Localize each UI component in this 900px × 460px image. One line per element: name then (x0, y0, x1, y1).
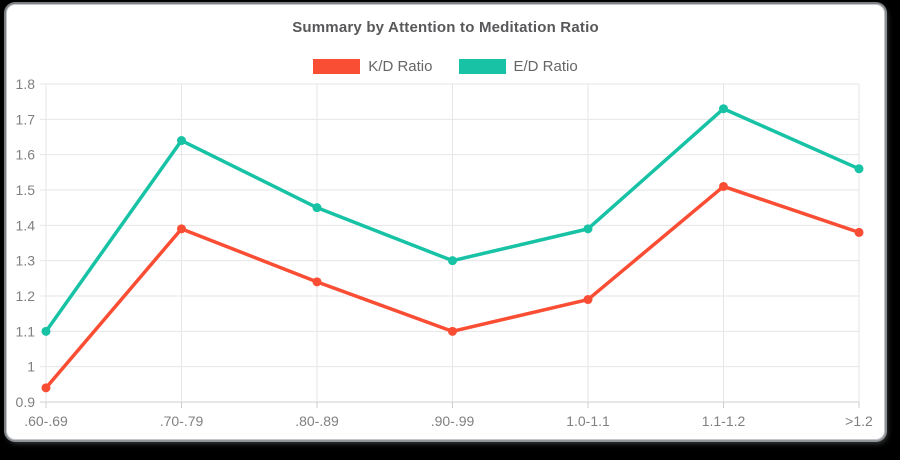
svg-text:0.9: 0.9 (16, 394, 36, 410)
chart-title: Summary by Attention to Meditation Ratio (292, 19, 599, 36)
svg-text:1.0-1.1: 1.0-1.1 (566, 413, 610, 429)
chart-legend: K/D Ratio E/D Ratio (7, 58, 884, 75)
svg-text:.90-.99: .90-.99 (431, 413, 475, 429)
chart-card: Summary by Attention to Meditation Ratio… (6, 4, 885, 440)
legend-label-ed-ratio: E/D Ratio (513, 58, 578, 75)
svg-text:1.7: 1.7 (16, 111, 36, 127)
legend-item-kd-ratio[interactable]: K/D Ratio (313, 58, 433, 75)
svg-text:.70-.79: .70-.79 (160, 413, 204, 429)
svg-text:1: 1 (27, 359, 35, 375)
svg-text:1.8: 1.8 (16, 76, 36, 92)
svg-text:1.5: 1.5 (16, 182, 36, 198)
svg-text:>1.2: >1.2 (845, 413, 873, 429)
svg-text:1.4: 1.4 (16, 217, 36, 233)
legend-swatch-ed-icon (458, 59, 506, 74)
legend-swatch-kd-icon (313, 59, 361, 74)
svg-text:1.2: 1.2 (16, 288, 36, 304)
svg-text:1.6: 1.6 (16, 147, 36, 163)
svg-text:1.1: 1.1 (16, 323, 36, 339)
legend-item-ed-ratio[interactable]: E/D Ratio (458, 58, 578, 75)
svg-text:.60-.69: .60-.69 (24, 413, 68, 429)
svg-text:1.3: 1.3 (16, 253, 36, 269)
legend-label-kd-ratio: K/D Ratio (368, 58, 433, 75)
svg-text:.80-.89: .80-.89 (295, 413, 339, 429)
svg-text:1.1-1.2: 1.1-1.2 (702, 413, 746, 429)
